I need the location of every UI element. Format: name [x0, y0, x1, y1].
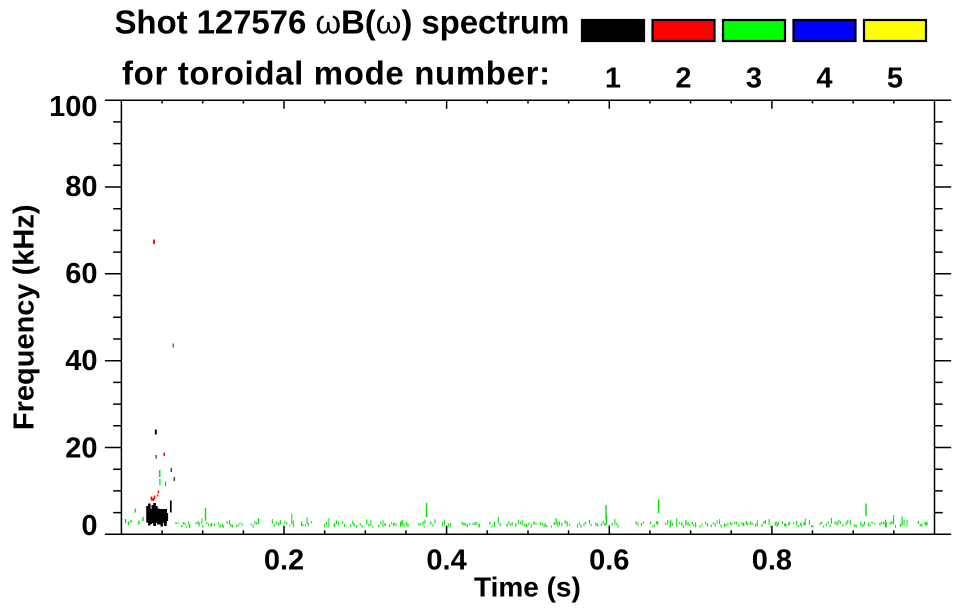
- svg-text:0.4: 0.4: [426, 545, 466, 577]
- svg-text:Time (s): Time (s): [474, 572, 581, 603]
- svg-text:2: 2: [675, 62, 691, 94]
- svg-text:1: 1: [605, 62, 621, 94]
- svg-text:Frequency (kHz): Frequency (kHz): [9, 204, 41, 430]
- svg-text:80: 80: [65, 171, 97, 203]
- svg-text:3: 3: [746, 62, 762, 94]
- svg-text:4: 4: [816, 62, 832, 94]
- svg-text:0.2: 0.2: [264, 545, 304, 577]
- svg-text:0.6: 0.6: [589, 545, 629, 577]
- svg-text:40: 40: [65, 345, 97, 377]
- svg-text:60: 60: [65, 258, 97, 290]
- svg-text:5: 5: [887, 62, 903, 94]
- svg-text:Shot 127576 ωB(ω) spectrum: Shot 127576 ωB(ω) spectrum: [115, 4, 570, 41]
- svg-text:for toroidal mode number:: for toroidal mode number:: [122, 55, 551, 92]
- svg-text:0.8: 0.8: [752, 545, 792, 577]
- svg-text:20: 20: [65, 432, 97, 464]
- svg-text:0: 0: [81, 510, 97, 542]
- svg-text:100: 100: [49, 91, 97, 123]
